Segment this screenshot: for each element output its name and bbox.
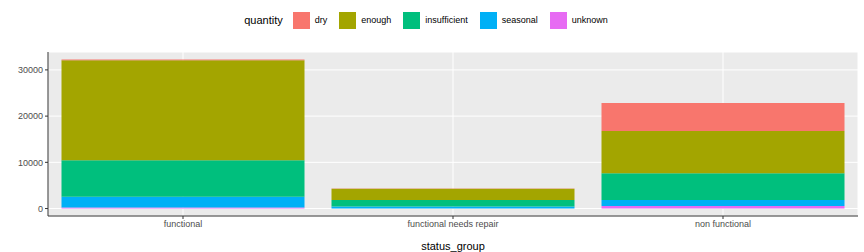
svg-text:functional: functional [164, 219, 203, 229]
svg-text:non functional: non functional [695, 219, 751, 229]
svg-text:status_group: status_group [421, 240, 485, 252]
svg-text:20000: 20000 [18, 111, 43, 121]
html-text:enough: enough [361, 15, 392, 25]
html-text:insufficient: insufficient [425, 15, 468, 25]
svg-text:10000: 10000 [18, 158, 43, 168]
html-text:dry: dry [314, 15, 328, 25]
svg-text:functional needs repair: functional needs repair [407, 219, 498, 229]
html-text:seasonal: seasonal [501, 15, 538, 25]
svg-text:0: 0 [38, 204, 43, 214]
html-text:quantity: quantity [244, 14, 283, 26]
svg-text:30000: 30000 [18, 65, 43, 75]
html-text:unknown: unknown [571, 15, 608, 25]
